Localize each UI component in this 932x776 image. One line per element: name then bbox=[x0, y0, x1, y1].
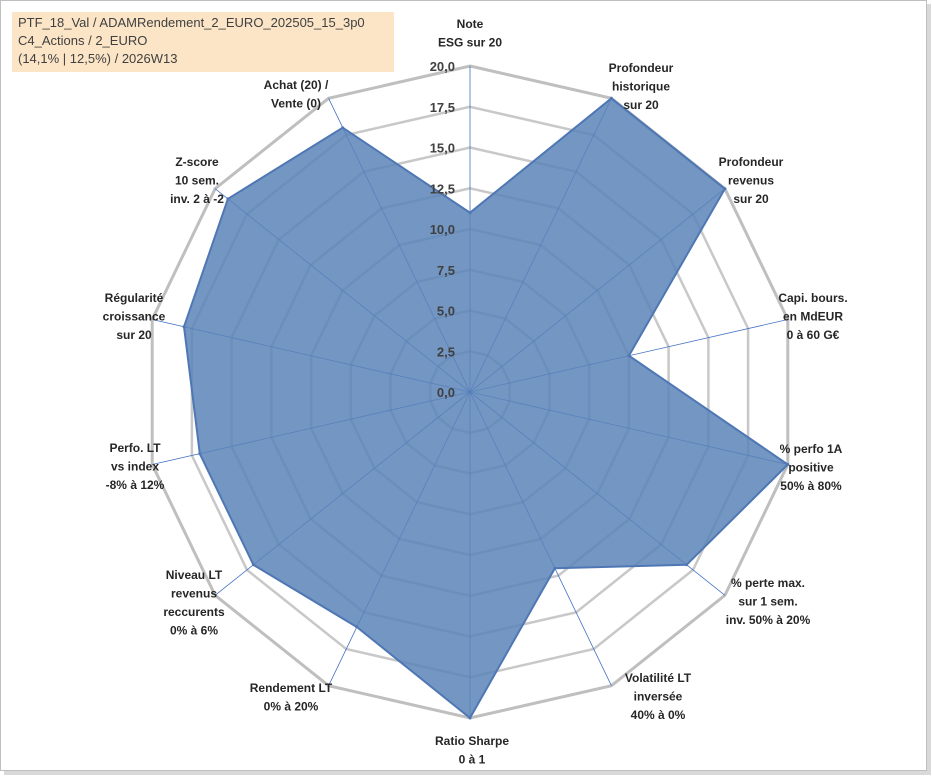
data-point bbox=[685, 563, 689, 567]
data-point bbox=[609, 96, 613, 100]
frame-shadow-right bbox=[927, 4, 931, 774]
radial-tick-label: 2,5 bbox=[437, 344, 455, 359]
radial-tick-label: 12,5 bbox=[430, 181, 455, 196]
radial-tick-label: 5,0 bbox=[437, 304, 455, 319]
radial-tick-label: 7,5 bbox=[437, 263, 455, 278]
axis-label: Ratio Sharpe 0 à 1 bbox=[435, 734, 509, 767]
radial-tick-label: 10,0 bbox=[430, 222, 455, 237]
chart-info-box: PTF_18_Val / ADAMRendement_2_EURO_202505… bbox=[12, 12, 394, 72]
data-point bbox=[468, 716, 472, 720]
axis-label: Profondeur historique sur 20 bbox=[609, 61, 674, 112]
frame-shadow-bottom bbox=[4, 771, 931, 775]
data-point bbox=[553, 566, 557, 570]
axis-label: % perfo 1A positive 50% à 80% bbox=[780, 442, 843, 493]
axis-label: Z-score 10 sem. inv. 2 à -2 bbox=[170, 155, 224, 206]
radial-tick-label: 17,5 bbox=[430, 100, 455, 115]
radial-tick-label: 15,0 bbox=[430, 141, 455, 156]
axis-label: % perte max. sur 1 sem. inv. 50% à 20% bbox=[726, 576, 811, 627]
axis-label: Note ESG sur 20 bbox=[438, 17, 502, 50]
radial-tick-label: 0,0 bbox=[437, 385, 455, 400]
period-subtitle: (14,1% | 12,5%) / 2026W13 bbox=[18, 51, 178, 66]
data-point bbox=[355, 625, 359, 629]
axis-label: Capi. bours. en MdEUR 0 à 60 G€ bbox=[778, 291, 847, 342]
data-point bbox=[182, 325, 186, 329]
data-point bbox=[786, 463, 790, 466]
axis-label: Profondeur revenus sur 20 bbox=[719, 155, 784, 206]
radial-tick-label: 20,0 bbox=[430, 59, 455, 74]
axis-label: Rendement LT 0% à 20% bbox=[250, 681, 333, 714]
axis-label: Régularité croissance sur 20 bbox=[103, 291, 166, 342]
data-point bbox=[627, 354, 631, 358]
axis-label: Niveau LT revenus reccurents 0% à 6% bbox=[163, 568, 225, 638]
axis-label: Achat (20) / Vente (0) bbox=[264, 78, 329, 111]
portfolio-title: PTF_18_Val / ADAMRendement_2_EURO_202505… bbox=[18, 15, 365, 30]
axis-label: Perfo. LT vs index -8% à 12% bbox=[106, 441, 165, 492]
axis-label: Volatilité LT inversée 40% à 0% bbox=[625, 671, 692, 722]
data-point bbox=[723, 187, 727, 191]
data-point bbox=[341, 126, 345, 130]
category-subtitle: C4_Actions / 2_EURO bbox=[18, 33, 148, 48]
data-point bbox=[226, 197, 230, 201]
data-point bbox=[251, 563, 255, 567]
data-point bbox=[198, 452, 202, 456]
data-point bbox=[468, 211, 472, 215]
